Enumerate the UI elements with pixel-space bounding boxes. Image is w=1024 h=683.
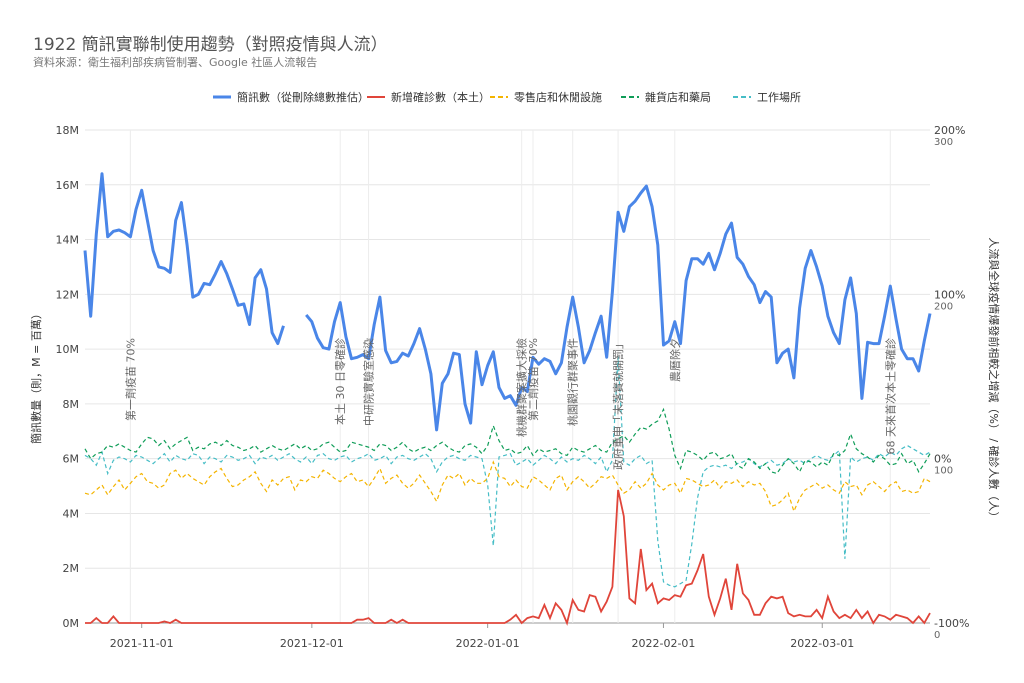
annotation-labels: 第一劑疫苗 70% 本土 30 日零確診 中研院實驗室感染 桃機群聚案擴大採檢第二劑疫… (123, 338, 897, 470)
left-axis-label: 簡訊數量（則，M = 百萬） (29, 308, 43, 444)
annotation-label: 政府重申「未落實就開罰」 (611, 338, 625, 470)
annotation-lines (129, 130, 891, 623)
annotation-label: 中研院實驗室感染 (362, 338, 376, 426)
legend-label: 工作場所 (757, 91, 801, 104)
left-tick-label: 6M (63, 453, 80, 466)
right-pct-tick-label: -100% (934, 617, 969, 630)
left-tick-label: 2M (63, 562, 80, 575)
series-workplace (84, 356, 931, 588)
annotation-label: 第一劑疫苗 70% (123, 338, 137, 421)
left-tick-label: 12M (56, 288, 80, 301)
right-pct-tick-label: 200% (934, 124, 965, 137)
annotation-label: 農曆除夕 (668, 338, 682, 382)
left-tick-label: 8M (63, 398, 80, 411)
right-pct-tick-label: 0% (934, 453, 951, 466)
chart-title: 1922 簡訊實聯制使用趨勢（對照疫情與人流） (33, 35, 388, 55)
legend-label: 零售店和休閒設施 (514, 90, 602, 104)
left-axis-ticks: 0M 2M 4M 6M 8M 10M 12M 14M 16M 18M (56, 124, 80, 630)
series-lines (83, 172, 932, 626)
left-tick-label: 16M (56, 179, 80, 192)
annotation-label: 本土 30 日零確診 (333, 338, 347, 425)
annotation-label: 第二劑疫苗 70% (526, 338, 540, 421)
chart-subtitle: 資料來源：衛生福利部疾病管制署、Google 社區人流報告 (33, 56, 318, 69)
series-sms (83, 172, 285, 346)
series-retail (84, 460, 931, 514)
gridlines (85, 129, 930, 624)
right-cases-tick-label: 300 (934, 137, 953, 148)
left-tick-label: 4M (63, 507, 80, 520)
x-tick-label: 2021-12-01 (280, 637, 344, 650)
left-tick-label: 18M (56, 124, 80, 137)
right-axis-ticks: -100% 0% 100% 200% 0 100 200 300 (934, 124, 969, 641)
chart-legend: 簡訊數（從刪除總數推估） 新增確診數（本土） 零售店和休閒設施 雜貨店和藥局 工作場所 (213, 90, 801, 104)
x-tick-label: 2022-03-01 (790, 637, 854, 650)
x-tick-label: 2022-02-01 (631, 637, 695, 650)
annotation-label: 桃園觀行群聚事件 (566, 338, 580, 426)
x-tick-label: 2022-01-01 (456, 637, 520, 650)
left-tick-label: 0M (63, 617, 80, 630)
right-cases-tick-label: 0 (934, 630, 940, 641)
annotation-label: 桃機群聚案擴大採檢 (515, 338, 529, 437)
series-grocery (84, 407, 931, 475)
left-tick-label: 10M (56, 343, 80, 356)
legend-label: 雜貨店和藥局 (645, 90, 711, 104)
right-axis-label: 人流與全球疫情爆發前相較之增減（%） / 確診人數（人） (987, 237, 1001, 522)
left-tick-label: 14M (56, 234, 80, 247)
annotation-label: 68 天來首次本土零確診 (883, 338, 897, 455)
right-cases-tick-label: 200 (934, 301, 953, 312)
right-pct-tick-label: 100% (934, 288, 965, 301)
legend-label: 簡訊數（從刪除總數推估） (237, 90, 369, 104)
series-sms (305, 184, 932, 432)
x-axis-ticks: 2021-11-01 2021-12-01 2022-01-01 2022-02-01… (110, 623, 854, 650)
series-cases (85, 489, 931, 626)
x-tick-label: 2021-11-01 (110, 637, 174, 650)
right-cases-tick-label: 100 (934, 466, 953, 477)
legend-label: 新增確診數（本土） (391, 90, 490, 104)
